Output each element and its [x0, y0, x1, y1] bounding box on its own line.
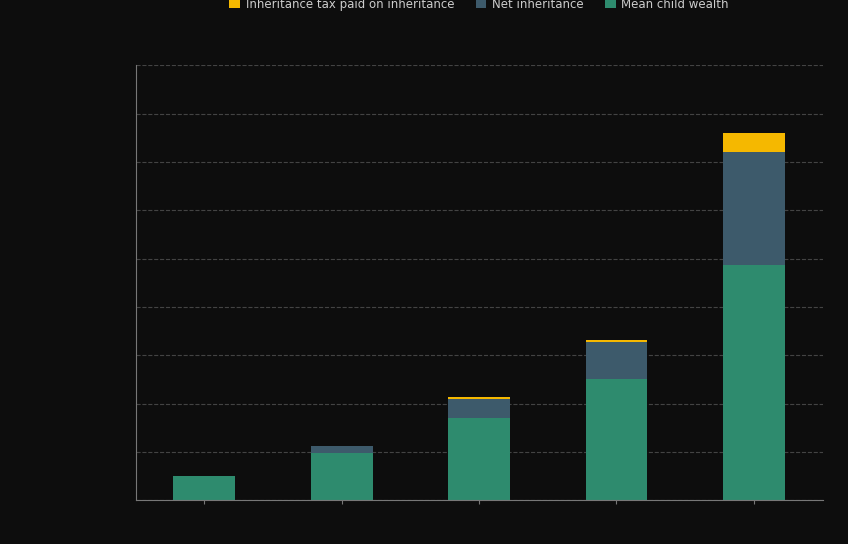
- Legend: Inheritance tax paid on inheritance, Net inheritance, Mean child wealth: Inheritance tax paid on inheritance, Net…: [225, 0, 734, 15]
- Bar: [586, 379, 647, 500]
- Bar: [449, 399, 510, 418]
- Bar: [586, 342, 647, 379]
- Bar: [311, 446, 372, 453]
- Bar: [723, 152, 784, 265]
- Bar: [723, 265, 784, 500]
- Bar: [449, 418, 510, 500]
- Bar: [311, 453, 372, 500]
- Bar: [723, 133, 784, 152]
- Bar: [449, 397, 510, 399]
- Bar: [586, 340, 647, 342]
- Bar: [174, 476, 235, 500]
